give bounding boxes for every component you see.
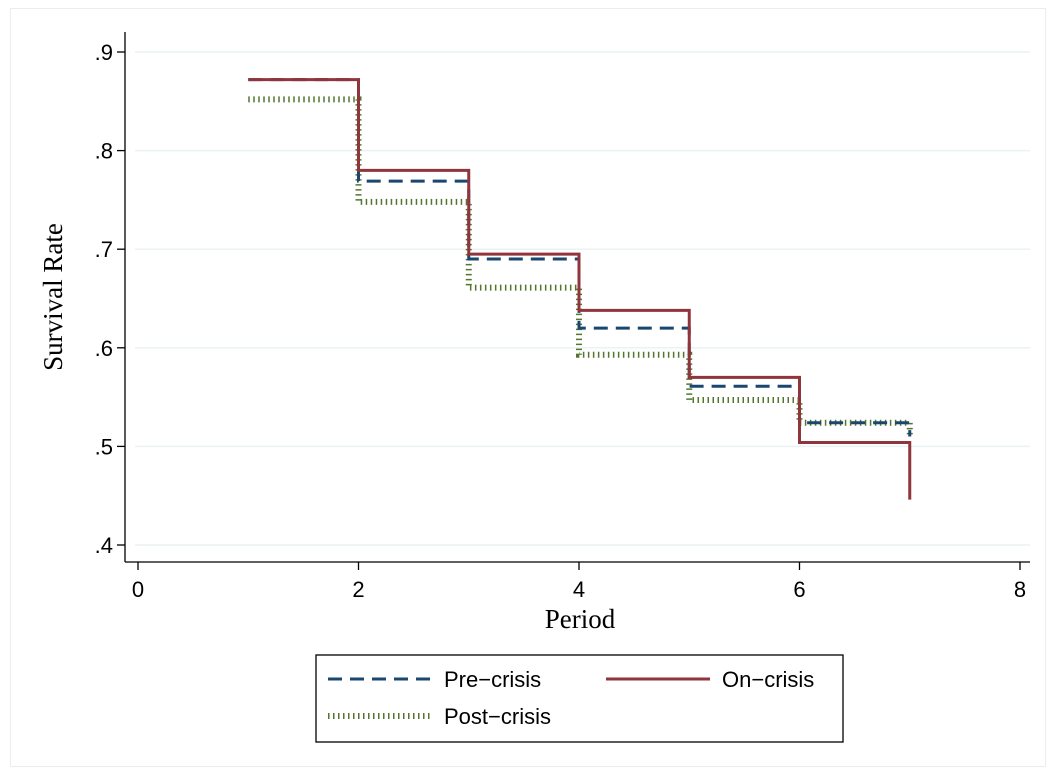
x-tick-label-0: 0 [132, 577, 144, 602]
y-axis-ticks: .4 .5 .6 .7 .8 .9 [95, 40, 125, 558]
gridlines [135, 51, 1030, 546]
axes [124, 32, 1030, 563]
x-tick-label-2: 4 [573, 577, 585, 602]
y-tick-label-3: .7 [95, 237, 113, 262]
x-tick-label-1: 2 [352, 577, 364, 602]
legend-box [315, 654, 844, 743]
legend: Pre−crisis On−crisis Post−crisis [315, 654, 844, 743]
y-axis-title: Survival Rate [38, 223, 68, 371]
y-tick-label-0: .4 [95, 533, 113, 558]
legend-label-pre-crisis: Pre−crisis [444, 667, 541, 692]
y-tick-label-2: .6 [95, 336, 113, 361]
series-lines [248, 78, 913, 500]
series-line-1 [248, 78, 912, 500]
x-axis-title: Period [545, 604, 616, 634]
series-line-2 [248, 96, 913, 437]
x-axis-ticks: 0 2 4 6 8 [132, 562, 1026, 602]
legend-label-post-crisis: Post−crisis [444, 704, 551, 729]
y-tick-label-4: .8 [95, 139, 113, 164]
series-line-0 [248, 78, 912, 437]
y-tick-label-1: .5 [95, 434, 113, 459]
x-tick-label-3: 6 [793, 577, 805, 602]
y-tick-label-5: .9 [95, 40, 113, 65]
legend-label-on-crisis: On−crisis [722, 667, 814, 692]
x-tick-label-4: 8 [1014, 577, 1026, 602]
chart-frame [10, 8, 1046, 767]
